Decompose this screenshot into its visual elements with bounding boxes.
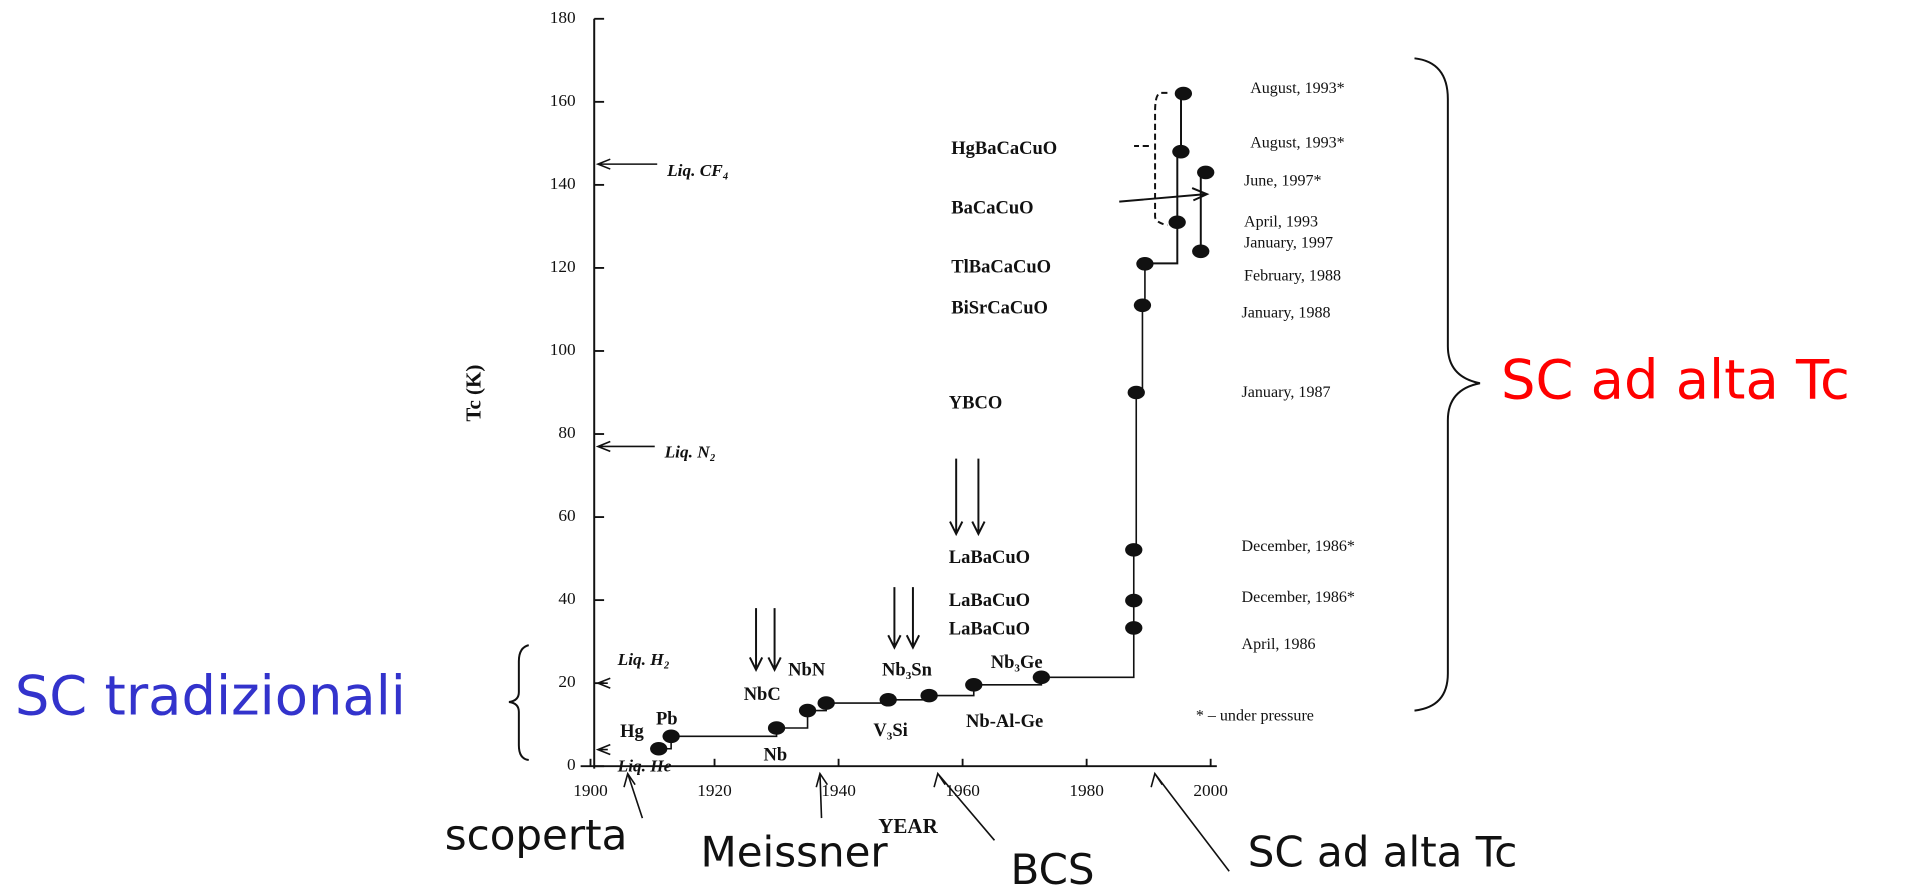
material-label: LaBaCuO bbox=[949, 619, 1030, 640]
liquid-arrow bbox=[595, 743, 611, 756]
material-label: Nb-Al-Ge bbox=[966, 711, 1043, 732]
material-label: LaBaCuO bbox=[949, 590, 1030, 611]
material-label: Pb bbox=[656, 709, 678, 730]
y-tick-label: 120 bbox=[550, 257, 576, 276]
data-point bbox=[1192, 244, 1210, 259]
step-line bbox=[826, 699, 889, 704]
date-label: December, 1986* bbox=[1242, 538, 1355, 555]
data-point bbox=[767, 721, 786, 735]
material-label: Nb₃Sn bbox=[882, 659, 933, 680]
x-tick-label: 1920 bbox=[697, 781, 732, 800]
date-label: August, 1993* bbox=[1250, 134, 1345, 151]
down-arrows bbox=[748, 458, 986, 673]
x-axis-label: YEAR bbox=[878, 814, 938, 838]
y-tick-label: 40 bbox=[558, 589, 575, 608]
material-label: Nb bbox=[763, 745, 787, 766]
liquid-arrow bbox=[595, 677, 611, 689]
y-axis-label: Tc (K) bbox=[461, 365, 485, 422]
data-point bbox=[1136, 256, 1154, 271]
material-label: LaBaCuO bbox=[949, 547, 1030, 568]
event-arrow bbox=[933, 771, 996, 841]
event-label: Meissner bbox=[700, 828, 888, 877]
date-label: December, 1986* bbox=[1242, 589, 1355, 606]
material-label: BiSrCaCuO bbox=[951, 297, 1048, 318]
data-point bbox=[817, 696, 835, 710]
date-label: February, 1988 bbox=[1244, 268, 1341, 285]
data-point bbox=[662, 729, 680, 744]
y-tick-label: 140 bbox=[550, 174, 576, 193]
data-point bbox=[1125, 621, 1143, 635]
step-line bbox=[1133, 392, 1138, 551]
right-brace bbox=[1414, 57, 1481, 712]
step-line bbox=[671, 727, 778, 738]
y-tick-label: 80 bbox=[558, 423, 575, 442]
x-tick-label: 1960 bbox=[945, 781, 980, 800]
y-tick-label: 160 bbox=[550, 91, 576, 110]
left-brace bbox=[508, 644, 530, 761]
date-label: April, 1986 bbox=[1242, 636, 1316, 653]
material-label: V₃Si bbox=[873, 720, 907, 741]
material-label: NbC bbox=[744, 684, 781, 705]
event-label: SC ad alta Tc bbox=[1248, 828, 1518, 877]
date-label: January, 1987 bbox=[1242, 384, 1331, 401]
y-tick-label: 180 bbox=[550, 8, 576, 27]
date-label: April, 1993 bbox=[1244, 213, 1318, 230]
data-point bbox=[965, 678, 983, 692]
date-label: January, 1988 bbox=[1242, 305, 1331, 322]
event-arrow bbox=[1150, 771, 1230, 872]
event-arrow bbox=[815, 771, 829, 819]
event-label: scoperta bbox=[445, 810, 628, 859]
data-point bbox=[879, 692, 897, 707]
group-label: SC ad alta Tc bbox=[1501, 348, 1850, 411]
bracket-lines bbox=[1119, 91, 1210, 265]
material-label: HgBaCaCuO bbox=[951, 138, 1057, 159]
material-label: Nb₃Ge bbox=[991, 652, 1043, 673]
x-tick-label: 1900 bbox=[573, 781, 608, 800]
material-label: NbN bbox=[788, 659, 826, 680]
y-tick-label: 60 bbox=[558, 506, 575, 525]
x-tick-label: 1980 bbox=[1069, 781, 1104, 800]
material-label: Hg bbox=[620, 721, 644, 742]
data-point bbox=[1125, 593, 1143, 608]
data-point bbox=[1133, 298, 1152, 313]
y-tick-label: 20 bbox=[558, 672, 575, 691]
data-point bbox=[1127, 385, 1145, 400]
data-point bbox=[798, 703, 817, 718]
event-arrow bbox=[623, 771, 644, 819]
liquid-arrow bbox=[595, 440, 655, 453]
y-tick-label: 100 bbox=[550, 340, 576, 359]
x-tick-label: 1940 bbox=[821, 781, 856, 800]
step-line bbox=[1041, 627, 1135, 679]
data-point bbox=[1174, 86, 1193, 101]
date-label: * – under pressure bbox=[1196, 707, 1314, 724]
data-point bbox=[920, 688, 938, 703]
material-label: YBCO bbox=[949, 392, 1003, 413]
data-point bbox=[650, 741, 668, 756]
step-line bbox=[1136, 305, 1144, 394]
group-label: SC tradizionali bbox=[15, 665, 406, 728]
date-label: June, 1997* bbox=[1244, 173, 1322, 190]
x-tick-label: 2000 bbox=[1193, 781, 1228, 800]
data-point bbox=[1197, 165, 1215, 180]
liquid-label: Liq. CF₄ bbox=[666, 161, 729, 180]
data-point bbox=[1172, 144, 1190, 159]
liquid-label: Liq. N₂ bbox=[664, 443, 716, 462]
date-label: January, 1997 bbox=[1244, 234, 1333, 251]
liquid-label: Liq. He bbox=[617, 756, 672, 775]
material-label: BaCaCuO bbox=[951, 197, 1033, 218]
material-label: TlBaCaCuO bbox=[951, 257, 1051, 278]
step-line bbox=[973, 677, 1043, 686]
date-label: August, 1993* bbox=[1250, 80, 1345, 97]
event-label: BCS bbox=[1011, 845, 1095, 890]
liquid-label: Liq. H₂ bbox=[617, 650, 670, 669]
y-tick-label: 0 bbox=[567, 755, 576, 774]
data-point bbox=[1168, 215, 1186, 230]
liquid-arrow bbox=[595, 158, 658, 170]
data-point bbox=[1032, 670, 1051, 685]
data-point bbox=[1125, 543, 1143, 557]
